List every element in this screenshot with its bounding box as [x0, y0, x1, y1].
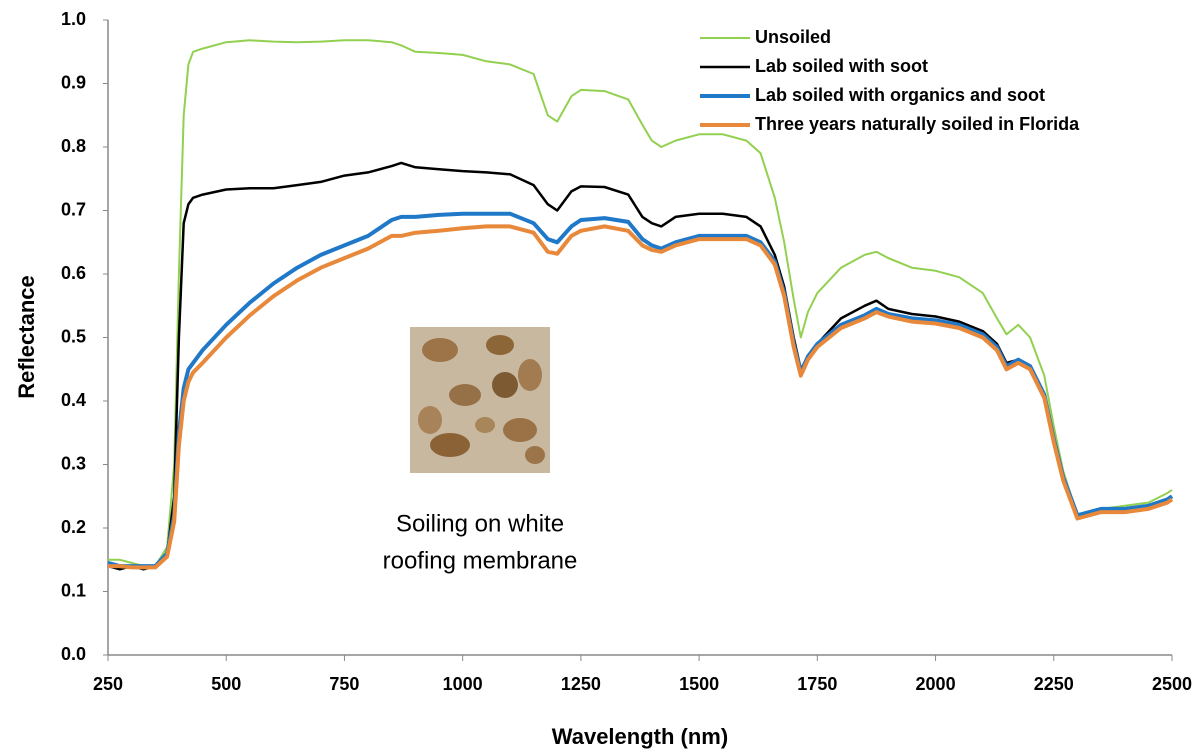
stain — [525, 446, 545, 464]
series-line — [107, 211, 1174, 569]
legend-label: Lab soiled with soot — [755, 56, 928, 76]
x-tick-label: 2500 — [1152, 674, 1192, 694]
stain — [475, 417, 495, 433]
x-axis-title: Wavelength (nm) — [552, 724, 728, 749]
y-tick-label: 0.1 — [61, 580, 86, 600]
legend-label: Unsoiled — [755, 27, 831, 47]
y-tick-label: 0.4 — [61, 390, 86, 410]
series-line — [108, 39, 1173, 568]
x-tick-label: 1500 — [679, 674, 719, 694]
x-tick-label: 750 — [329, 674, 359, 694]
y-tick-label: 0.6 — [61, 263, 86, 283]
y-tick-label: 0.0 — [61, 644, 86, 664]
y-tick-label: 1.0 — [61, 9, 86, 29]
x-tick-label: 1250 — [561, 674, 601, 694]
x-tick-label: 1750 — [797, 674, 837, 694]
stain — [422, 338, 458, 362]
stain — [486, 335, 514, 355]
stain — [449, 384, 481, 406]
x-tick-label: 250 — [93, 674, 123, 694]
y-tick-label: 0.5 — [61, 326, 86, 346]
y-tick-label: 0.9 — [61, 72, 86, 92]
stain — [430, 433, 470, 457]
inset-photo — [410, 327, 550, 473]
x-tick-label: 1000 — [443, 674, 483, 694]
x-tick-label: 500 — [211, 674, 241, 694]
legend-label: Three years naturally soiled in Florida — [755, 114, 1080, 134]
stain — [418, 406, 442, 434]
x-tick-label: 2000 — [916, 674, 956, 694]
y-tick-label: 0.7 — [61, 199, 86, 219]
y-axis-title: Reflectance — [14, 275, 39, 399]
x-tick-label: 2250 — [1034, 674, 1074, 694]
stain — [492, 372, 518, 398]
stain — [518, 359, 542, 391]
series-line — [108, 224, 1174, 570]
y-tick-label: 0.8 — [61, 136, 86, 156]
annotation: roofing membrane — [383, 547, 578, 574]
y-tick-label: 0.2 — [61, 517, 86, 537]
legend-label: Lab soiled with organics and soot — [755, 85, 1045, 105]
stain — [503, 418, 537, 442]
y-tick-label: 0.3 — [61, 453, 86, 473]
annotation: Soiling on white — [396, 510, 564, 537]
